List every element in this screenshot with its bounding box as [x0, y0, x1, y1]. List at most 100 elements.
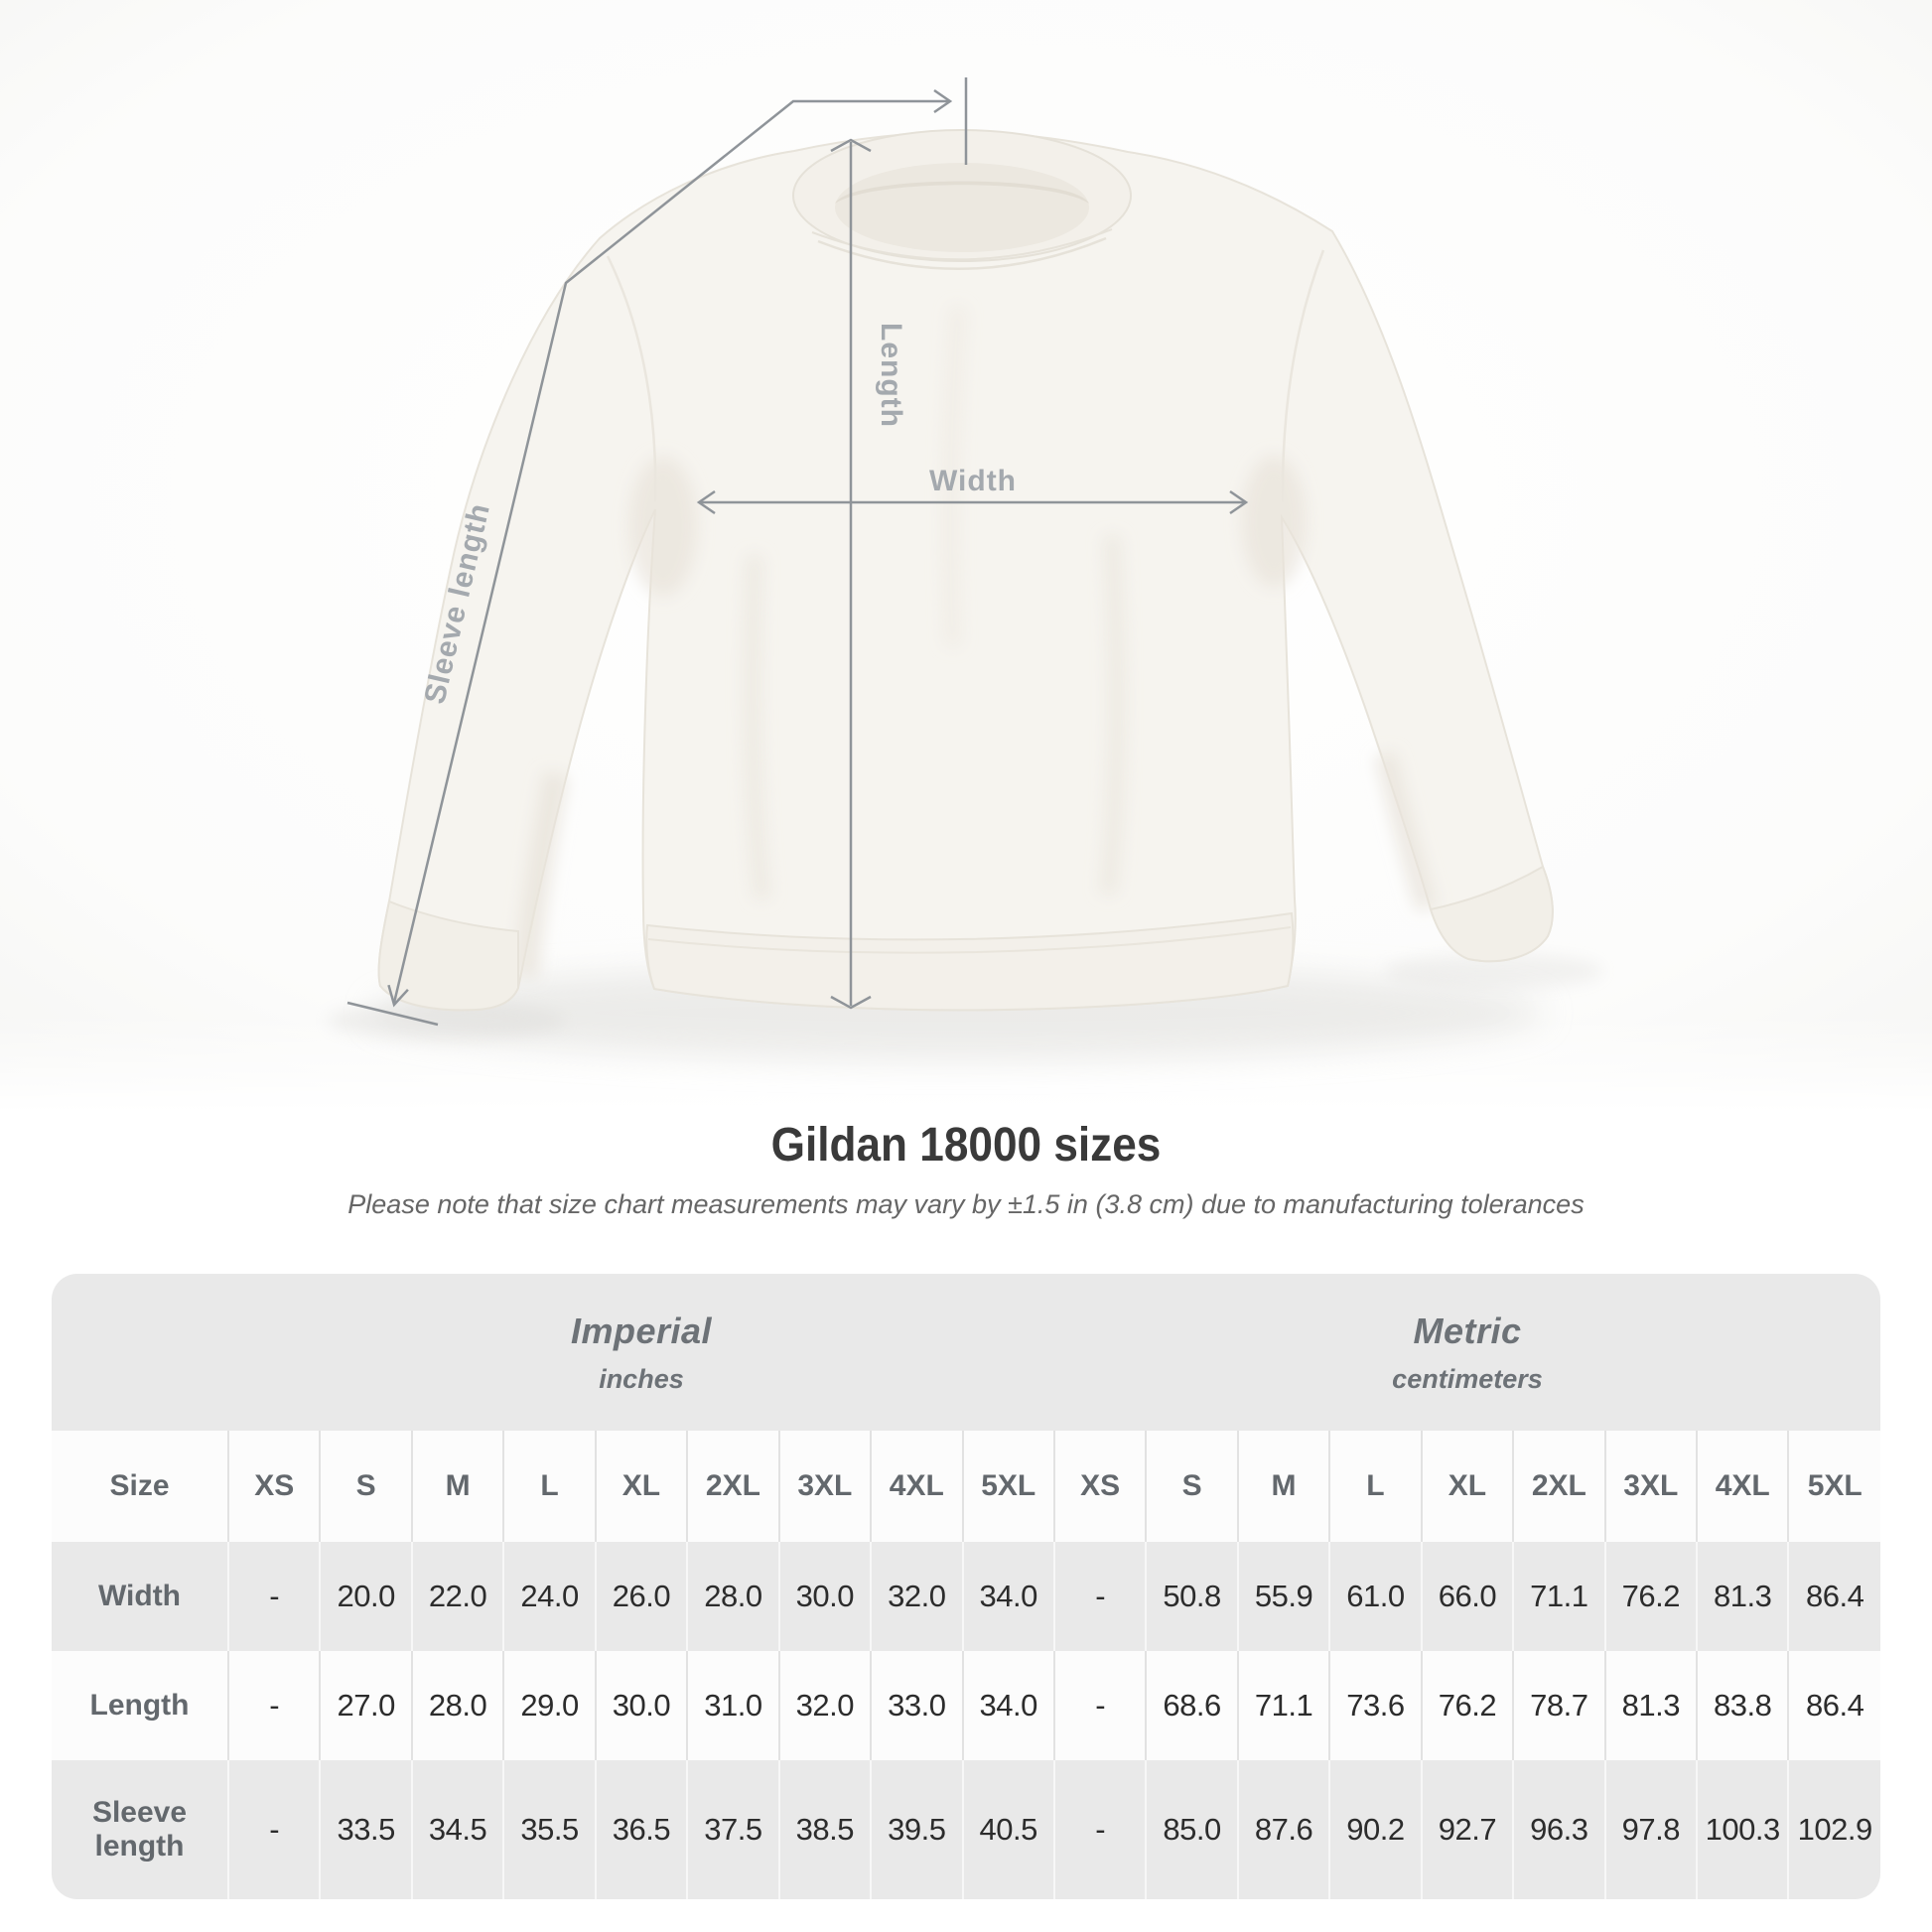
value-cell: -	[226, 1651, 321, 1760]
value-cell: 50.8	[1145, 1542, 1238, 1651]
value-cell: 28.0	[686, 1542, 779, 1651]
value-cell: 40.5	[961, 1760, 1054, 1899]
value-cell: 30.0	[777, 1542, 872, 1651]
value-cell: -	[1052, 1651, 1147, 1760]
tolerance-note: Please note that size chart measurements…	[347, 1189, 1585, 1219]
length-arrowhead-bottom	[830, 995, 872, 1010]
value-cell: 34.5	[410, 1760, 504, 1899]
length-label: Length	[875, 323, 907, 428]
value-cell: 33.0	[870, 1651, 963, 1760]
corner-cell	[52, 1274, 228, 1431]
value-cell: 22.0	[410, 1542, 504, 1651]
row-sleeve-length: Sleeve length -33.5 34.5 35.5 36.5 37.5 38.5 39…	[52, 1760, 1880, 1899]
value-cell: 34.0	[961, 1651, 1054, 1760]
cuff-left	[377, 899, 519, 1012]
value-cell: 76.2	[1603, 1542, 1697, 1651]
value-cell: 36.5	[594, 1760, 688, 1899]
value-cell: 38.5	[777, 1760, 872, 1899]
value-cell: 34.0	[961, 1542, 1054, 1651]
length-arrowhead-top	[830, 138, 872, 153]
size-header-imperial-4xl: 4XL	[870, 1431, 963, 1542]
fabric-shading	[514, 307, 1437, 980]
size-header-imperial-3xl: 3XL	[777, 1431, 872, 1542]
value-cell: 31.0	[686, 1651, 779, 1760]
unit-group-metric: Metric centimeters	[1054, 1274, 1880, 1431]
value-cell: 92.7	[1420, 1760, 1514, 1899]
row-label: Width	[97, 1580, 182, 1612]
value-cell: 86.4	[1787, 1542, 1880, 1651]
size-header-metric-3xl: 3XL	[1603, 1431, 1697, 1542]
value-cell: 26.0	[594, 1542, 688, 1651]
value-cell: 61.0	[1328, 1542, 1422, 1651]
value-cell: 100.3	[1695, 1760, 1789, 1899]
value-cell: -	[226, 1542, 321, 1651]
leader-arrowhead-right	[933, 88, 953, 114]
value-cell: 24.0	[502, 1542, 596, 1651]
value-cell: 102.9	[1787, 1760, 1880, 1899]
value-cell: 28.0	[410, 1651, 504, 1760]
value-cell: 73.6	[1328, 1651, 1422, 1760]
sleeve-endstop-line	[346, 1001, 439, 1027]
size-header-imperial-l: L	[502, 1431, 596, 1542]
collar-stitch-outer	[817, 236, 1107, 270]
value-cell: 87.6	[1236, 1760, 1330, 1899]
width-arrowhead-left	[696, 489, 716, 515]
size-header-metric-xl: XL	[1420, 1431, 1514, 1542]
unit-group-name: Imperial	[570, 1310, 712, 1351]
value-cell: -	[1052, 1542, 1147, 1651]
value-cell: 90.2	[1328, 1760, 1422, 1899]
unit-group-unit: inches	[599, 1363, 684, 1394]
size-header-metric-5xl: 5XL	[1787, 1431, 1880, 1542]
value-cell: 29.0	[502, 1651, 596, 1760]
value-cell: 32.0	[870, 1542, 963, 1651]
collar-inner-shadow	[835, 181, 1089, 204]
product-measure-diagram: Length Width Sleeve length	[0, 0, 1932, 1112]
sleeve-seam-right	[1281, 249, 1325, 502]
value-cell: 27.0	[319, 1651, 412, 1760]
sleeve-seam-left	[606, 255, 657, 502]
size-header-metric-m: M	[1236, 1431, 1330, 1542]
value-cell: 97.8	[1603, 1760, 1697, 1899]
value-cell: 39.5	[870, 1760, 963, 1899]
size-header-imperial-2xl: 2XL	[686, 1431, 779, 1542]
page-title: Gildan 18000 sizes	[770, 1119, 1162, 1172]
width-label: Width	[929, 465, 1017, 497]
sleeve-arrow-line	[392, 99, 948, 1004]
value-cell: -	[1052, 1760, 1147, 1899]
size-header-row: Size XS S M L XL 2XL 3XL 4XL 5XL XS S M L XL 2XL 3XL 4XL 5…	[52, 1431, 1880, 1542]
size-header-metric-2xl: 2XL	[1512, 1431, 1605, 1542]
value-cell: 71.1	[1512, 1542, 1605, 1651]
row-length: Length -27.0 28.0 29.0 30.0 31.0 32.0 33.0 34.0-…	[52, 1651, 1880, 1760]
value-cell: 30.0	[594, 1651, 688, 1760]
collar-opening	[835, 163, 1089, 252]
value-cell: 81.3	[1603, 1651, 1697, 1760]
size-header-metric-4xl: 4XL	[1695, 1431, 1789, 1542]
cuff-right	[1429, 865, 1554, 963]
row-width: Width -20.0 22.0 24.0 26.0 28.0 30.0 32.0 34.0-5…	[52, 1542, 1880, 1651]
size-table-card: Imperial inches Metric centimeters Size XS S M L…	[52, 1274, 1880, 1899]
value-cell: 76.2	[1420, 1651, 1514, 1760]
value-cell: 85.0	[1145, 1760, 1238, 1899]
value-cell: 35.5	[502, 1760, 596, 1899]
size-header-metric-l: L	[1328, 1431, 1422, 1542]
cuff-shadow-right	[1385, 953, 1603, 989]
size-header-imperial-xl: XL	[594, 1431, 688, 1542]
size-header-imperial-xs: XS	[226, 1431, 321, 1542]
sleeve-arrowhead	[387, 984, 409, 1008]
value-cell: 83.8	[1695, 1651, 1789, 1760]
value-cell: 68.6	[1145, 1651, 1238, 1760]
size-chart-table: Imperial inches Metric centimeters Size XS S M L…	[52, 1274, 1880, 1899]
unit-group-unit: centimeters	[1392, 1363, 1543, 1394]
sweatshirt-illustration	[328, 129, 1603, 1060]
unit-group-name: Metric	[1413, 1310, 1522, 1351]
value-cell: -	[226, 1760, 321, 1899]
size-header-metric-s: S	[1145, 1431, 1238, 1542]
value-cell: 86.4	[1787, 1651, 1880, 1760]
size-column-header: Size	[109, 1469, 170, 1502]
value-cell: 78.7	[1512, 1651, 1605, 1760]
row-label: Sleeve length	[91, 1796, 188, 1863]
value-cell: 20.0	[319, 1542, 412, 1651]
waistband	[645, 911, 1295, 1012]
unit-group-imperial: Imperial inches	[228, 1274, 1054, 1431]
